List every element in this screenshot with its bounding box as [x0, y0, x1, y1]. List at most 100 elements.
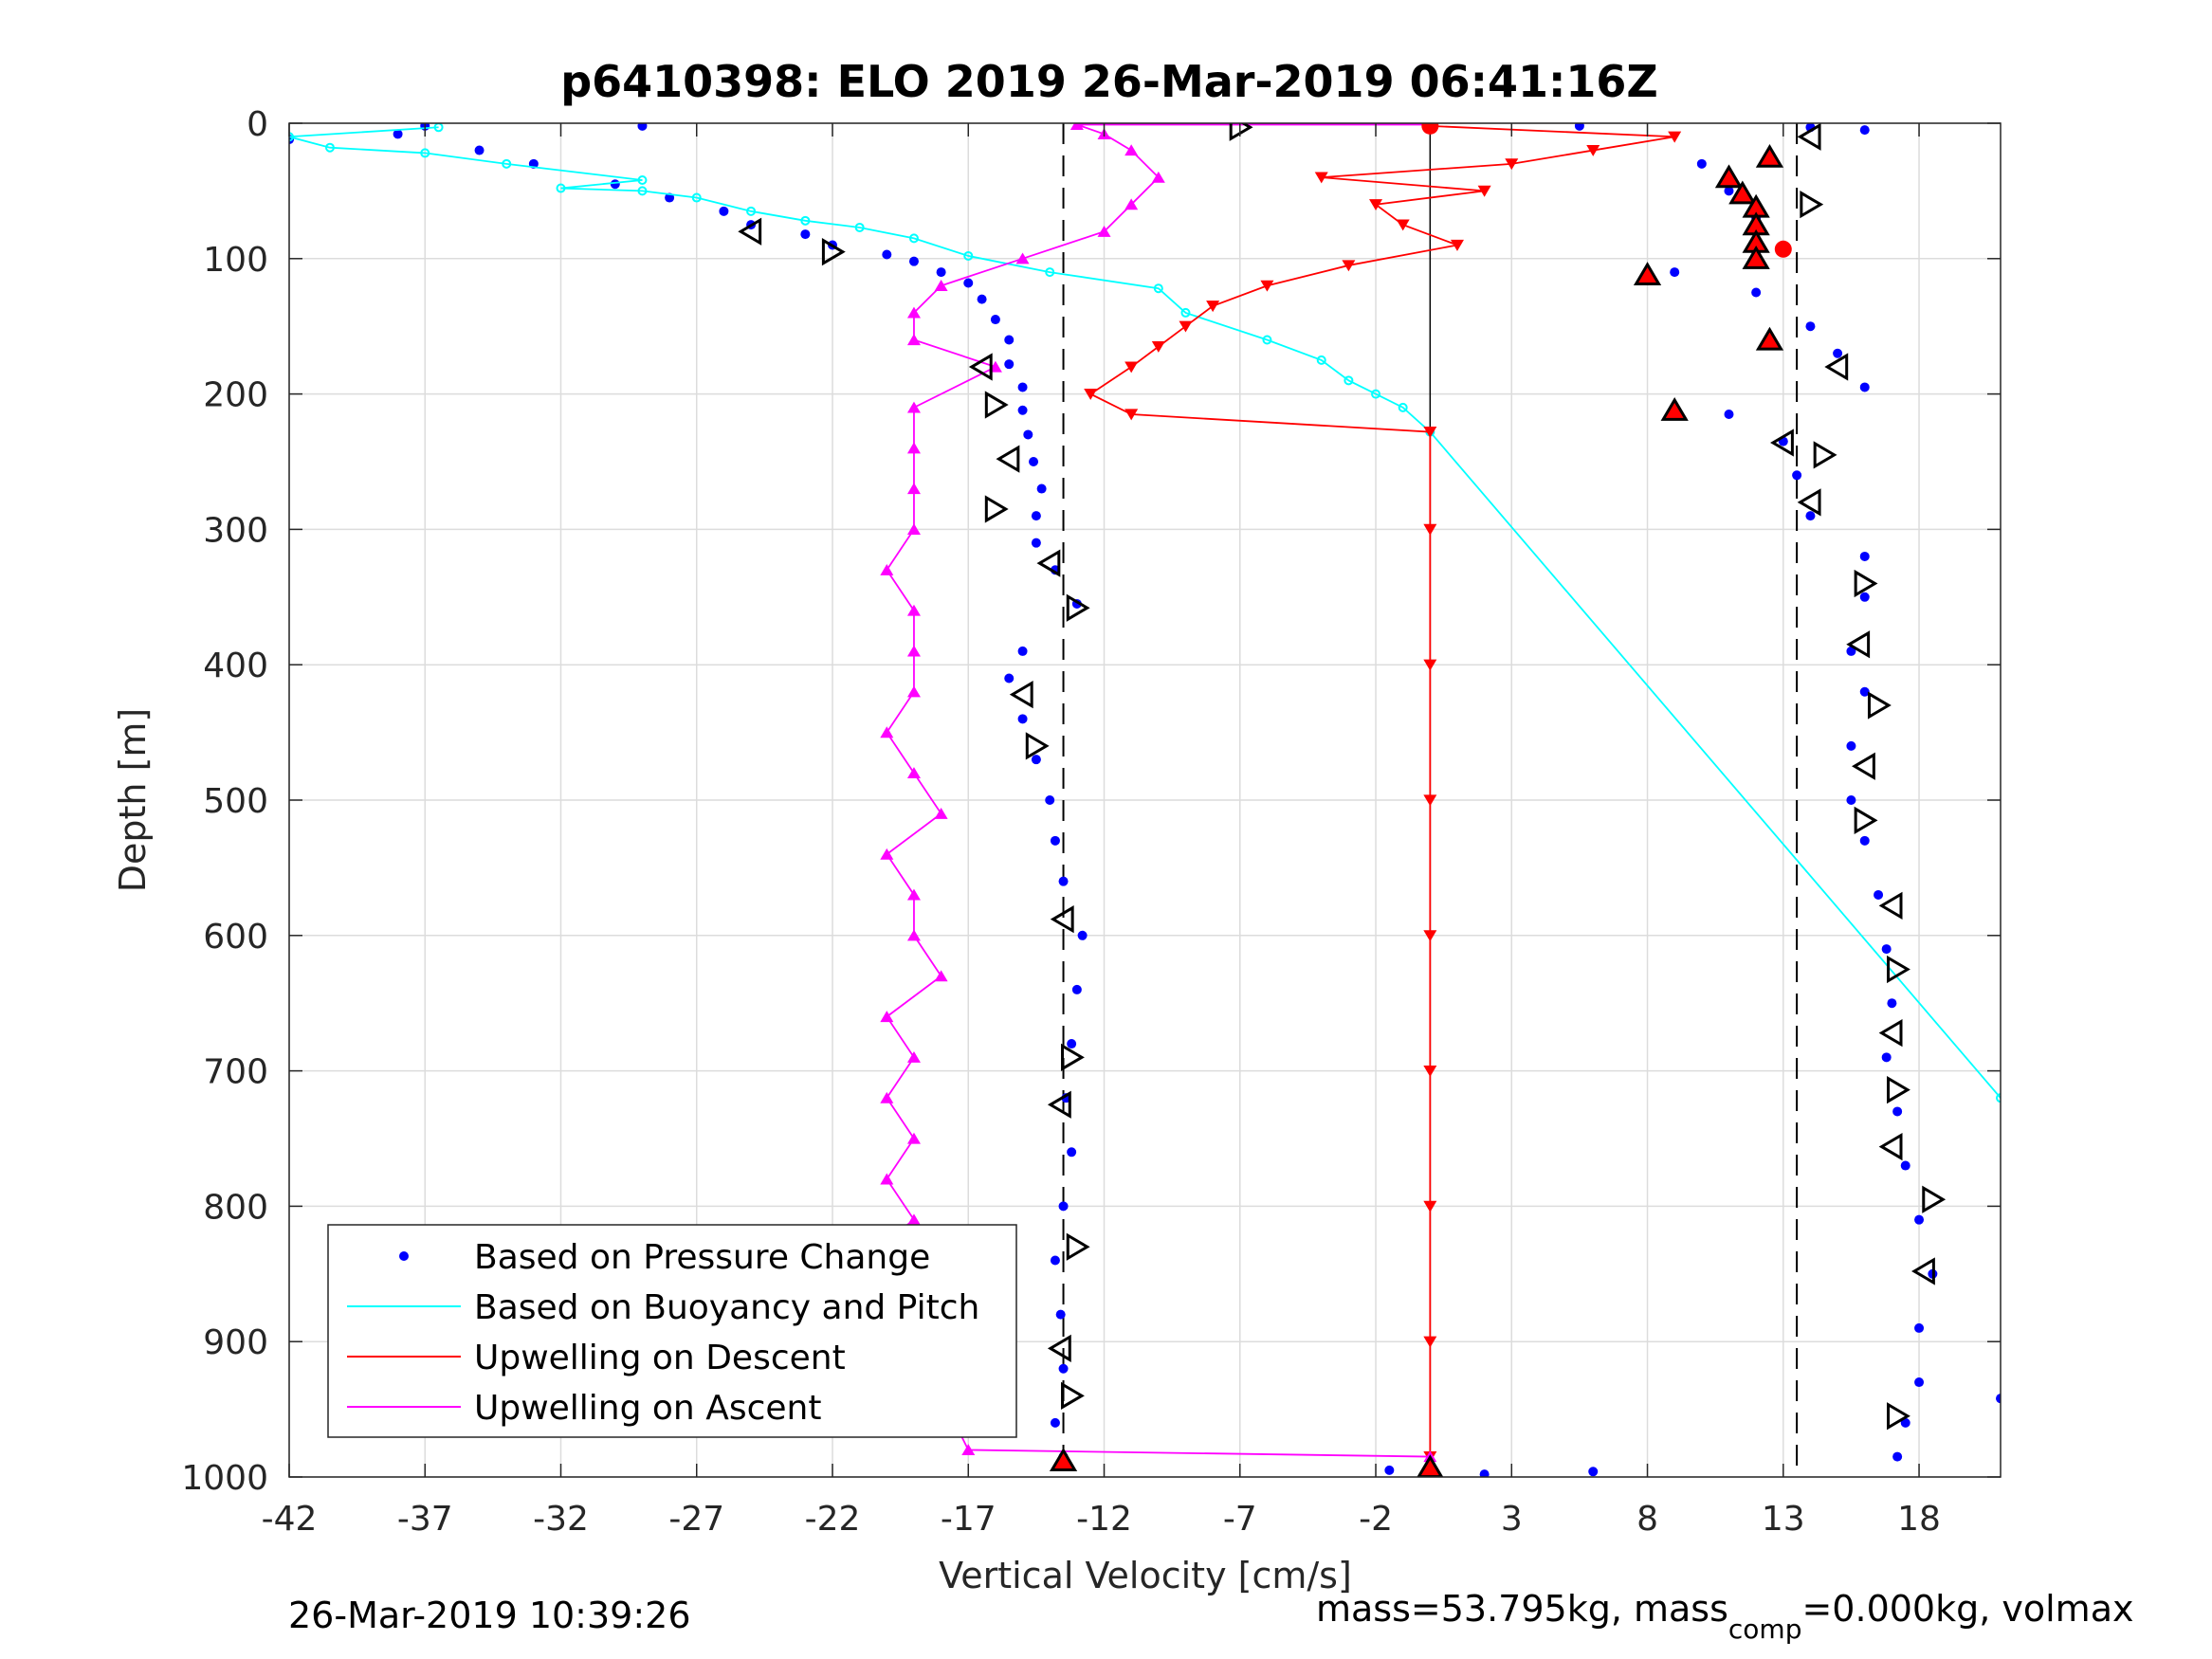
- data-point: [1887, 998, 1897, 1009]
- open-triangle-marker: [1050, 905, 1074, 934]
- y-tick-label: 200: [203, 376, 268, 415]
- legend-label: Upwelling on Ascent: [474, 1389, 821, 1428]
- data-point: [1004, 359, 1015, 370]
- data-point: [1859, 382, 1870, 392]
- data-point: [719, 206, 729, 216]
- x-tick-label: -42: [262, 1500, 318, 1539]
- data-point: [936, 267, 946, 278]
- data-point: [1058, 1363, 1069, 1374]
- data-point: [1450, 239, 1464, 251]
- open-triangle-marker: [1770, 428, 1794, 457]
- data-point: [1846, 740, 1856, 751]
- data-point: [1069, 123, 1084, 131]
- legend: Based on Pressure Change Based on Buoyanc…: [327, 1224, 1017, 1438]
- open-triangle-marker: [1854, 806, 1878, 835]
- data-point: [1342, 260, 1356, 272]
- data-point: [502, 158, 512, 169]
- data-point: [1586, 144, 1600, 156]
- x-tick-label: -27: [668, 1500, 724, 1539]
- x-tick-label: -12: [1076, 1500, 1132, 1539]
- open-triangle-marker: [996, 445, 1020, 473]
- data-point: [420, 148, 430, 158]
- y-tick-label: 600: [203, 918, 268, 957]
- data-point: [556, 183, 566, 193]
- data-point: [1505, 158, 1519, 171]
- data-point: [1369, 199, 1383, 210]
- data-point: [1859, 686, 1870, 697]
- data-point: [1344, 375, 1354, 386]
- data-point: [1124, 198, 1139, 210]
- data-point: [906, 685, 921, 698]
- data-point: [1151, 341, 1165, 353]
- data-point: [1996, 1093, 2001, 1103]
- open-triangle-marker: [1867, 691, 1892, 720]
- open-triangle-marker: [1797, 488, 1821, 517]
- x-tick-label: 18: [1897, 1500, 1941, 1539]
- data-point: [1055, 1309, 1066, 1320]
- data-point: [1023, 429, 1033, 440]
- x-tick-label: 3: [1501, 1500, 1523, 1539]
- data-point: [1124, 144, 1139, 156]
- data-point: [906, 1213, 921, 1226]
- data-point: [1900, 1160, 1910, 1171]
- data-point: [1792, 470, 1802, 481]
- data-point: [880, 848, 894, 860]
- data-point: [1050, 835, 1060, 846]
- data-point: [906, 1051, 921, 1063]
- legend-label: Based on Pressure Change: [474, 1238, 930, 1277]
- data-point: [1067, 1147, 1077, 1158]
- open-triangle-marker: [1061, 1043, 1085, 1071]
- data-point: [746, 206, 757, 216]
- footer-timestamp: 26-Mar-2019 10:39:26: [288, 1595, 691, 1636]
- data-point: [1396, 219, 1410, 231]
- data-point: [610, 179, 620, 190]
- data-point: [908, 233, 919, 244]
- data-point: [1423, 1200, 1437, 1212]
- data-point: [1588, 1467, 1599, 1477]
- data-point: [880, 726, 894, 738]
- data-point: [1036, 483, 1047, 494]
- data-point: [934, 807, 948, 819]
- open-triangle-marker: [1797, 123, 1821, 151]
- data-point: [474, 145, 484, 155]
- data-point: [289, 132, 294, 142]
- data-point: [1015, 252, 1030, 264]
- open-triangle-marker: [984, 495, 1009, 523]
- data-point: [1423, 1336, 1437, 1348]
- footer-mass-a: mass=53.795kg, mass: [1316, 1588, 1728, 1630]
- data-point: [906, 306, 921, 319]
- open-triangle-marker: [1025, 732, 1050, 760]
- red-triangle-marker: [1755, 326, 1784, 351]
- y-tick-label: 0: [247, 105, 268, 144]
- data-point: [1900, 1417, 1910, 1428]
- open-triangle-marker: [1824, 353, 1849, 381]
- data-point: [1071, 984, 1082, 994]
- data-point: [1914, 1214, 1925, 1225]
- data-point: [906, 929, 921, 941]
- data-point: [800, 229, 811, 240]
- data-point: [1859, 835, 1870, 846]
- data-point: [1017, 646, 1028, 656]
- open-triangle-marker: [1846, 630, 1871, 659]
- open-triangle-marker: [984, 391, 1009, 419]
- data-point: [1846, 795, 1856, 805]
- data-point: [1050, 1417, 1060, 1428]
- open-triangle-marker: [1887, 955, 1910, 984]
- data-point: [1206, 301, 1220, 313]
- data-point: [1423, 659, 1437, 671]
- open-triangle-marker: [1036, 549, 1061, 577]
- data-point: [854, 222, 865, 232]
- red-triangle-marker: [1728, 180, 1757, 205]
- data-point: [324, 142, 335, 153]
- data-point: [1017, 382, 1028, 392]
- data-point: [1892, 1106, 1903, 1117]
- data-point: [906, 604, 921, 616]
- red-triangle-marker: [1633, 262, 1662, 286]
- data-point: [637, 123, 648, 131]
- data-point: [1058, 876, 1069, 886]
- red-circle-marker: [1421, 123, 1439, 135]
- plot-area: [289, 123, 2001, 1477]
- data-point: [1914, 1377, 1925, 1388]
- data-point: [908, 256, 919, 266]
